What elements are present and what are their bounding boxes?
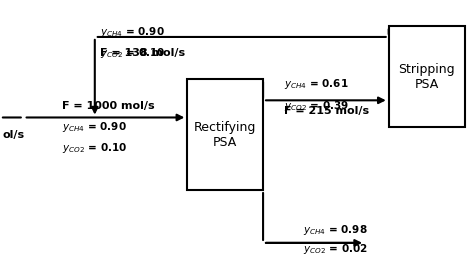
Text: ol/s: ol/s bbox=[2, 130, 25, 140]
FancyBboxPatch shape bbox=[187, 79, 263, 190]
Text: $y_{CH4}$ = 0.61: $y_{CH4}$ = 0.61 bbox=[284, 77, 349, 92]
Text: $y_{CH4}$ = 0.98: $y_{CH4}$ = 0.98 bbox=[303, 223, 368, 237]
Text: F = 138 mol/s: F = 138 mol/s bbox=[100, 48, 185, 58]
Text: $y_{CO2}$ = 0.10: $y_{CO2}$ = 0.10 bbox=[100, 46, 164, 60]
Text: $y_{CH4}$ = 0.90: $y_{CH4}$ = 0.90 bbox=[100, 25, 164, 39]
Text: Rectifying
PSA: Rectifying PSA bbox=[194, 121, 256, 149]
Text: $y_{CO2}$ = 0.02: $y_{CO2}$ = 0.02 bbox=[303, 242, 368, 257]
Text: $y_{CH4}$ = 0.90: $y_{CH4}$ = 0.90 bbox=[62, 120, 127, 134]
FancyBboxPatch shape bbox=[389, 26, 465, 127]
Text: $y_{CO2}$ = 0.10: $y_{CO2}$ = 0.10 bbox=[62, 141, 127, 155]
Text: F = 1000 mol/s: F = 1000 mol/s bbox=[62, 101, 154, 111]
Text: Stripping
PSA: Stripping PSA bbox=[398, 63, 455, 91]
Text: F = 215 mol/s: F = 215 mol/s bbox=[284, 106, 370, 116]
Text: $y_{CO2}$ = 0.39: $y_{CO2}$ = 0.39 bbox=[284, 98, 349, 113]
